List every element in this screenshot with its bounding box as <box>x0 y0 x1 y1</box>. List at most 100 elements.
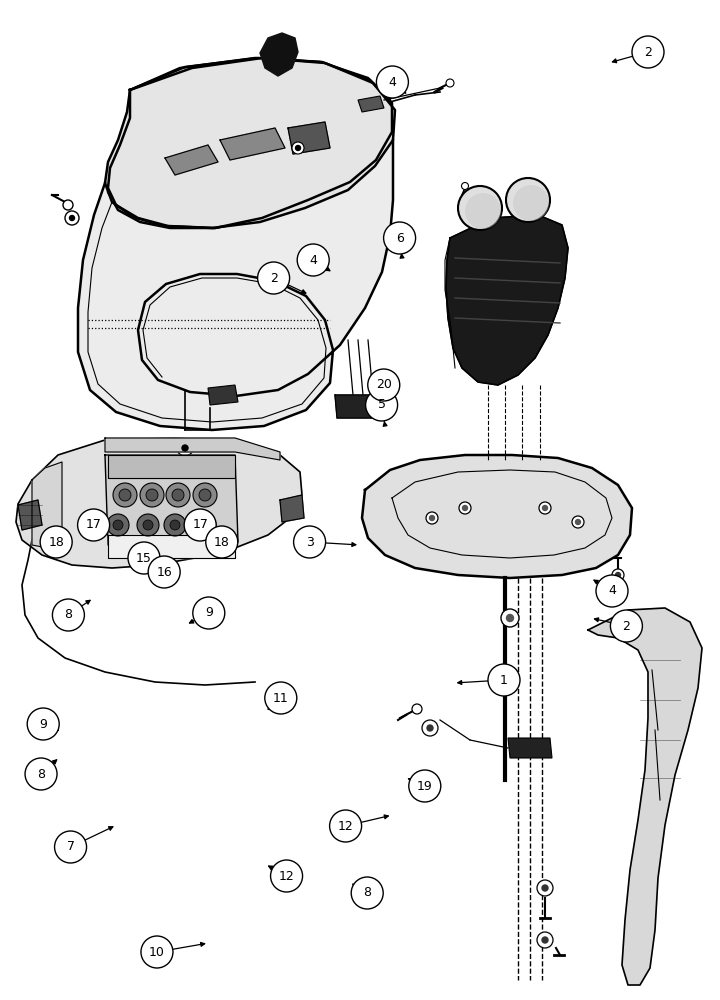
Circle shape <box>446 79 454 87</box>
Circle shape <box>409 770 441 802</box>
Polygon shape <box>16 438 302 568</box>
Text: 17: 17 <box>86 518 102 532</box>
Polygon shape <box>105 438 280 460</box>
Text: 18: 18 <box>214 536 230 548</box>
Circle shape <box>488 664 520 696</box>
Circle shape <box>128 542 160 574</box>
Circle shape <box>615 587 621 593</box>
Circle shape <box>140 483 164 507</box>
Circle shape <box>427 725 433 731</box>
Circle shape <box>351 877 383 909</box>
Circle shape <box>330 810 361 842</box>
Circle shape <box>462 182 469 190</box>
Text: 1: 1 <box>500 674 508 686</box>
Circle shape <box>292 142 304 154</box>
Circle shape <box>200 520 210 530</box>
Text: 4: 4 <box>389 76 396 89</box>
Polygon shape <box>260 33 298 76</box>
Polygon shape <box>588 608 702 985</box>
Text: 3: 3 <box>306 536 313 548</box>
Circle shape <box>426 512 438 524</box>
Circle shape <box>40 526 72 558</box>
Circle shape <box>462 506 467 510</box>
Circle shape <box>53 599 84 631</box>
Circle shape <box>107 514 129 536</box>
Circle shape <box>27 708 59 740</box>
Circle shape <box>616 572 621 578</box>
Text: 17: 17 <box>192 518 208 532</box>
Circle shape <box>294 526 325 558</box>
Text: 12: 12 <box>279 869 294 882</box>
Circle shape <box>297 244 329 276</box>
Circle shape <box>537 880 553 896</box>
Polygon shape <box>288 122 330 154</box>
Text: 11: 11 <box>273 692 289 704</box>
Circle shape <box>164 514 186 536</box>
Circle shape <box>575 520 580 524</box>
Circle shape <box>572 516 584 528</box>
Circle shape <box>366 389 397 421</box>
Circle shape <box>78 509 109 541</box>
Circle shape <box>612 569 624 581</box>
Circle shape <box>265 682 297 714</box>
Text: 10: 10 <box>149 946 165 958</box>
Polygon shape <box>335 395 382 418</box>
Circle shape <box>148 556 180 588</box>
Text: 2: 2 <box>270 271 277 284</box>
Circle shape <box>632 36 664 68</box>
Circle shape <box>513 185 549 221</box>
Circle shape <box>271 860 302 892</box>
Polygon shape <box>362 455 632 578</box>
Text: 8: 8 <box>64 608 73 621</box>
Circle shape <box>542 937 548 943</box>
Circle shape <box>459 502 471 514</box>
Polygon shape <box>280 495 304 522</box>
Polygon shape <box>105 455 238 545</box>
Polygon shape <box>108 58 392 228</box>
Circle shape <box>55 831 86 863</box>
Circle shape <box>113 520 123 530</box>
Text: 2: 2 <box>623 619 630 633</box>
Text: 16: 16 <box>156 566 172 578</box>
Text: 20: 20 <box>376 378 392 391</box>
Circle shape <box>506 178 550 222</box>
Circle shape <box>377 66 408 98</box>
Circle shape <box>182 445 188 451</box>
Text: 4: 4 <box>608 584 616 597</box>
Circle shape <box>596 575 628 607</box>
Text: 19: 19 <box>417 780 433 792</box>
Circle shape <box>141 936 173 968</box>
Text: 9: 9 <box>205 606 212 619</box>
Circle shape <box>63 200 73 210</box>
Circle shape <box>542 885 548 891</box>
Circle shape <box>430 516 434 520</box>
Circle shape <box>194 514 216 536</box>
Circle shape <box>537 932 553 948</box>
Circle shape <box>166 483 190 507</box>
Circle shape <box>384 222 415 254</box>
Polygon shape <box>508 738 552 758</box>
Circle shape <box>199 489 211 501</box>
Polygon shape <box>108 455 235 478</box>
Circle shape <box>146 489 158 501</box>
Circle shape <box>70 216 74 221</box>
Circle shape <box>501 609 519 627</box>
Circle shape <box>542 506 547 510</box>
Circle shape <box>119 489 131 501</box>
Circle shape <box>539 502 551 514</box>
Polygon shape <box>32 462 62 548</box>
Polygon shape <box>108 58 390 228</box>
Circle shape <box>412 704 422 714</box>
Text: 8: 8 <box>37 768 45 780</box>
Polygon shape <box>105 58 395 228</box>
Text: 9: 9 <box>40 718 47 730</box>
Text: 18: 18 <box>48 536 64 548</box>
Circle shape <box>368 369 400 401</box>
Circle shape <box>295 145 300 150</box>
Polygon shape <box>18 500 42 530</box>
Polygon shape <box>446 215 568 385</box>
Polygon shape <box>165 145 218 175</box>
Text: 2: 2 <box>644 45 652 58</box>
Text: 7: 7 <box>66 840 75 854</box>
Circle shape <box>465 193 501 229</box>
